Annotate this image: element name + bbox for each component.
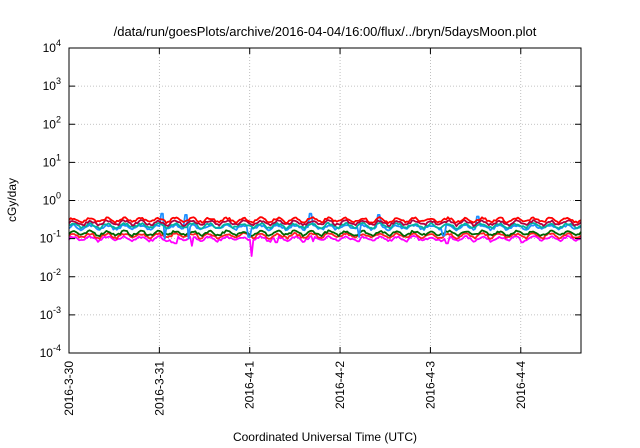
series-line — [68, 229, 582, 238]
y-axis: 10-4 10-3 10-2 10-1 100 101 102 103 104 — [40, 38, 581, 360]
x-axis-label: Coordinated Universal Time (UTC) — [233, 430, 417, 444]
y-tick-label: 100 — [43, 191, 61, 208]
y-tick-label: 10-4 — [40, 343, 61, 360]
y-tick-label: 103 — [43, 76, 61, 93]
series-line — [68, 216, 582, 225]
y-tick-label: 104 — [43, 38, 61, 55]
x-tick-label: 2016-4-3 — [423, 361, 437, 409]
y-tick-label: 10-2 — [40, 267, 61, 284]
x-tick-label: 2016-4-4 — [514, 361, 528, 409]
y-tick-label: 10-3 — [40, 305, 61, 322]
grid — [69, 48, 581, 353]
series-group — [68, 212, 582, 257]
x-axis: 2016-3-30 2016-3-31 2016-4-1 2016-4-2 2016-4… — [62, 48, 528, 416]
x-tick-label: 2016-4-1 — [243, 361, 257, 409]
series-line — [68, 234, 582, 257]
series-line — [68, 219, 582, 228]
y-axis-label: cGy/day — [5, 178, 19, 222]
x-tick-label: 2016-3-30 — [62, 361, 76, 416]
y-tick-label: 102 — [43, 114, 61, 131]
y-tick-label: 101 — [43, 152, 61, 169]
x-tick-label: 2016-3-31 — [152, 361, 166, 416]
y-tick-label: 10-1 — [40, 229, 61, 246]
x-tick-label: 2016-4-2 — [333, 361, 347, 409]
chart-title: /data/run/goesPlots/archive/2016-04-04/1… — [114, 24, 537, 39]
series-line — [68, 221, 582, 230]
